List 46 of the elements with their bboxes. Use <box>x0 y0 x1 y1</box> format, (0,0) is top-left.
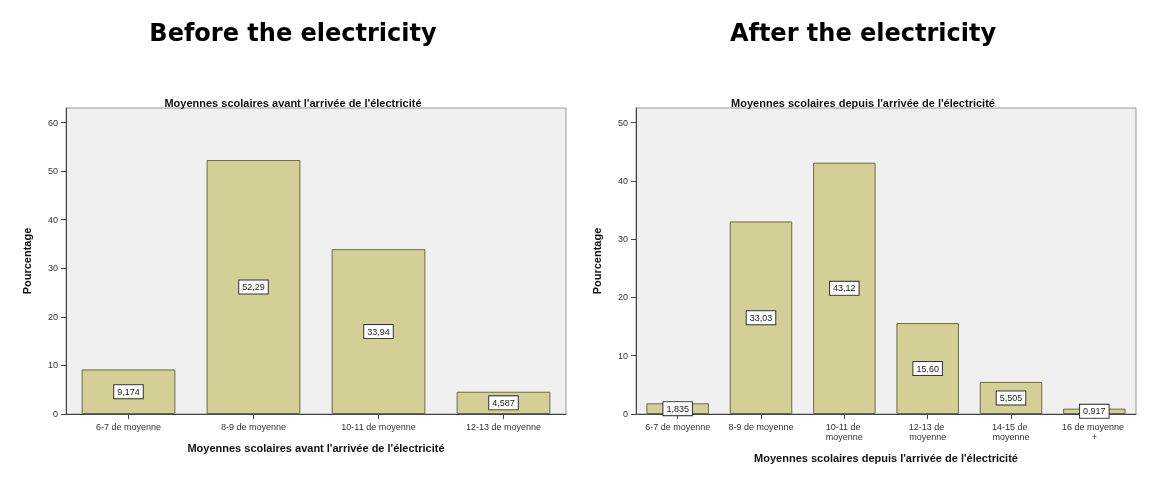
x-tick-label: 8-9 de moyenne <box>220 422 287 432</box>
x-axis-title: Moyennes scolaires depuis l'arrivée de l'électricité <box>754 451 1018 464</box>
data-label: 5,505 <box>999 392 1023 403</box>
data-label: 4,587 <box>492 397 515 408</box>
data-label: 0,917 <box>1083 406 1106 417</box>
data-label: 15,60 <box>916 363 939 374</box>
y-tick-label: 20 <box>617 292 628 303</box>
chart-subtitle: Moyennes scolaires avant l'arrivée de l'électricité <box>164 96 422 109</box>
data-label: 33,03 <box>749 312 773 323</box>
y-tick-label: 40 <box>47 214 58 225</box>
y-axis-title: Pourcentage <box>20 227 33 295</box>
y-tick-label: 30 <box>47 263 58 274</box>
chart-title: After the electricity <box>729 19 997 47</box>
y-tick-label: 60 <box>47 117 58 128</box>
data-label: 52,29 <box>242 282 265 293</box>
x-tick-label: 16 de moyenne + <box>1062 422 1127 442</box>
y-tick-label: 0 <box>52 409 58 419</box>
y-tick-label: 30 <box>617 234 628 245</box>
bar <box>813 162 876 414</box>
y-tick-label: 40 <box>617 175 628 186</box>
bar <box>729 221 793 414</box>
y-tick-label: 20 <box>47 311 58 322</box>
y-tick-label: 50 <box>47 166 58 177</box>
x-tick-label: 6-7 de moyenne <box>95 422 162 432</box>
x-tick-label: 12-13 de moyenne <box>908 422 947 442</box>
x-tick-label: 10-11 de moyenne <box>341 422 416 432</box>
data-label: 1,835 <box>666 403 689 414</box>
y-axis-title: Pourcentage <box>590 227 603 295</box>
x-tick-label: 12-13 de moyenne <box>465 422 542 432</box>
data-label: 9,174 <box>117 386 140 397</box>
chart-subtitle: Moyennes scolaires depuis l'arrivée de l'électricité <box>731 96 995 109</box>
y-tick-label: 10 <box>617 350 628 361</box>
bar <box>206 160 301 414</box>
bar <box>331 249 426 414</box>
x-tick-label: 8-9 de moyenne <box>728 422 794 432</box>
x-tick-label: 14-15 de moyenne <box>991 422 1031 442</box>
x-tick-label: 6-7 de moyenne <box>645 422 711 432</box>
x-tick-label: 10-11 de moyenne <box>825 422 864 442</box>
data-label: 43,12 <box>833 283 856 294</box>
y-tick-label: 50 <box>617 117 628 128</box>
chart-title: Before the electricity <box>149 19 437 47</box>
data-label: 33,94 <box>367 326 390 337</box>
y-tick-label: 0 <box>622 409 628 419</box>
bar <box>896 323 959 414</box>
y-tick-label: 10 <box>47 360 58 371</box>
x-axis-title: Moyennes scolaires avant l'arrivée de l'électricité <box>187 441 445 454</box>
